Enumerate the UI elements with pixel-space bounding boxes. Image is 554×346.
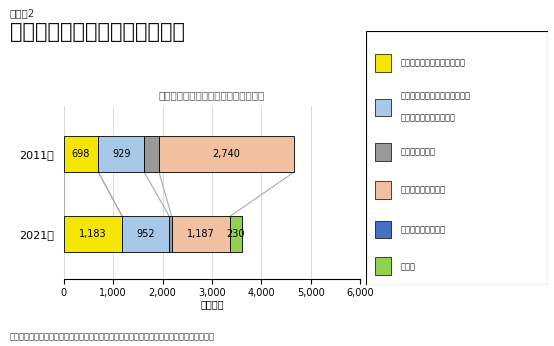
Title: 働き方別・末子が就学前の妻（平日）: 働き方別・末子が就学前の妻（平日） [159, 91, 265, 101]
Text: 952: 952 [136, 229, 155, 239]
Text: 夫も妻も正規の職員・従業員: 夫も妻も正規の職員・従業員 [401, 58, 465, 67]
Bar [375, 99, 391, 116]
Bar [375, 181, 391, 199]
X-axis label: （千人）: （千人） [200, 300, 224, 310]
Text: その他の共唆き: その他の共唆き [401, 147, 435, 156]
Text: 夫が有業で妻が無業: 夫が有業で妻が無業 [401, 185, 445, 194]
Text: 1,187: 1,187 [187, 229, 215, 239]
Text: 230: 230 [227, 229, 245, 239]
Text: 1,183: 1,183 [79, 229, 107, 239]
Bar [98, 136, 144, 172]
Bar [64, 136, 98, 172]
Text: シート2: シート2 [10, 9, 35, 19]
Bar [159, 136, 294, 172]
Text: 夫が無業で妻が有業: 夫が無業で妻が有業 [401, 225, 445, 234]
Text: （資料）総務省統計局「社会生活基本調査」から大石作成。数値は同調査による推計人口。: （資料）総務省統計局「社会生活基本調査」から大石作成。数値は同調査による推計人口… [10, 333, 215, 342]
Text: 夫が正規の職員・従業員で妻が: 夫が正規の職員・従業員で妻が [401, 91, 470, 100]
Bar [64, 216, 122, 252]
Bar [144, 136, 159, 172]
Text: 929: 929 [112, 149, 130, 159]
Text: 正規の職員・従業員以外: 正規の職員・従業員以外 [401, 113, 455, 122]
Text: 2,740: 2,740 [213, 149, 240, 159]
Text: 698: 698 [72, 149, 90, 159]
Bar [375, 54, 391, 72]
Bar [375, 257, 391, 275]
Text: 未就学児がいる世帯の構成変化: 未就学児がいる世帯の構成変化 [10, 22, 185, 43]
Bar [169, 216, 172, 252]
Text: その他: その他 [401, 262, 416, 271]
Bar [375, 143, 391, 161]
Bar [122, 216, 169, 252]
Bar [375, 221, 391, 238]
Bar [172, 216, 230, 252]
Bar [230, 216, 242, 252]
